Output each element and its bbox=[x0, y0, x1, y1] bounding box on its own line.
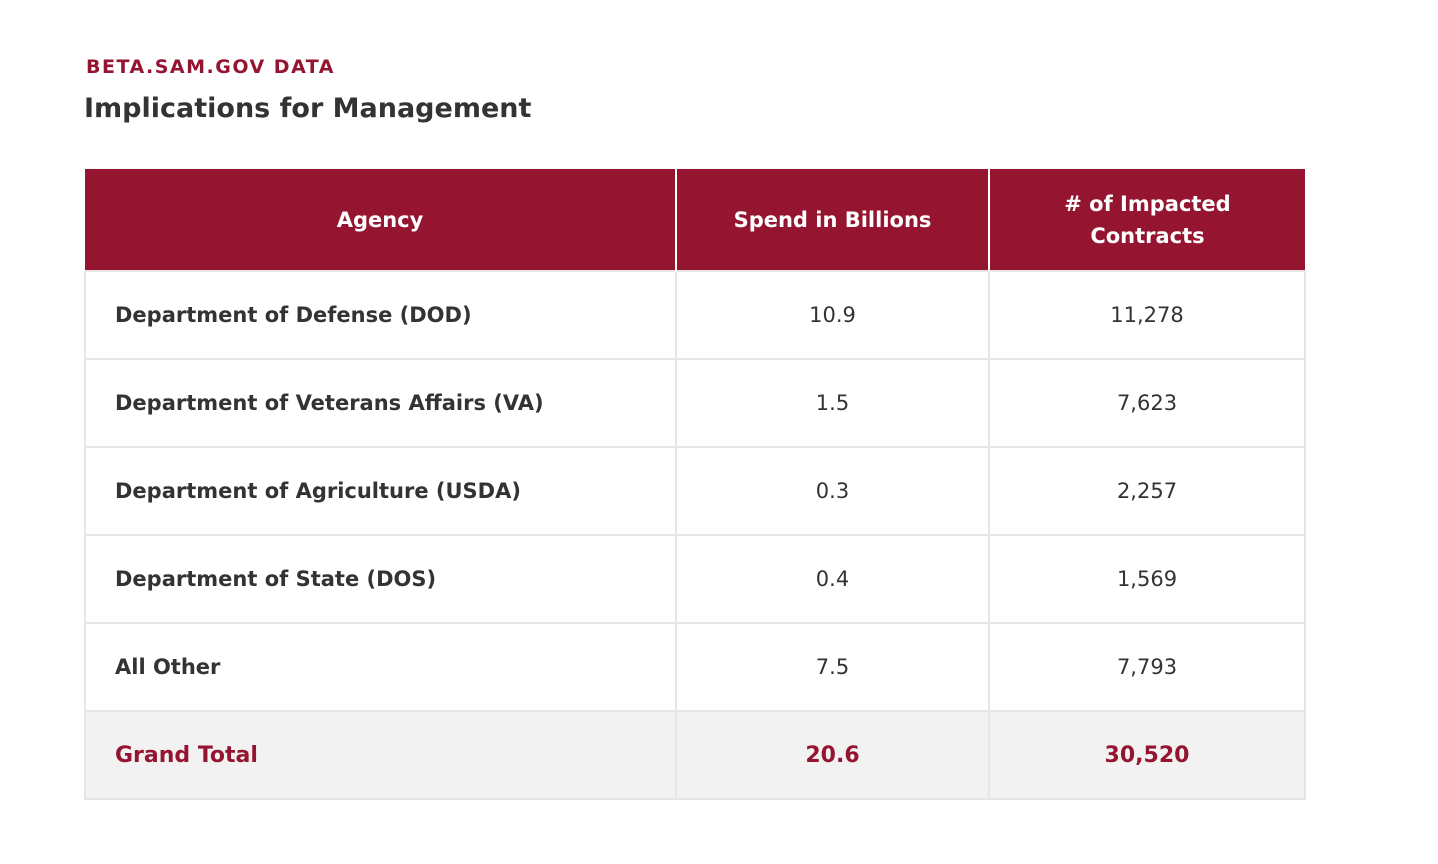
page-title: Implications for Management bbox=[84, 93, 532, 124]
grand-total-row: Grand Total 20.6 30,520 bbox=[84, 710, 1306, 800]
spend-cell: 10.9 bbox=[675, 270, 990, 360]
agency-spend-table: Agency Spend in Billions # of Impacted C… bbox=[84, 169, 1306, 800]
table-row: All Other 7.5 7,793 bbox=[84, 622, 1306, 712]
eyebrow-label: BETA.SAM.GOV DATA bbox=[86, 56, 335, 78]
spend-cell: 7.5 bbox=[675, 622, 990, 712]
table-row: Department of Agriculture (USDA) 0.3 2,2… bbox=[84, 446, 1306, 536]
contracts-cell: 7,623 bbox=[988, 358, 1306, 448]
contracts-cell: 2,257 bbox=[988, 446, 1306, 536]
grand-total-contracts: 30,520 bbox=[988, 710, 1306, 800]
header-agency: Agency bbox=[85, 169, 677, 271]
table-header-row: Agency Spend in Billions # of Impacted C… bbox=[85, 169, 1305, 271]
spend-cell: 0.4 bbox=[675, 534, 990, 624]
header-spend: Spend in Billions bbox=[676, 169, 990, 271]
header-contracts: # of Impacted Contracts bbox=[989, 169, 1305, 271]
table-row: Department of Defense (DOD) 10.9 11,278 bbox=[84, 270, 1306, 360]
contracts-cell: 11,278 bbox=[988, 270, 1306, 360]
table-row: Department of Veterans Affairs (VA) 1.5 … bbox=[84, 358, 1306, 448]
agency-cell: Department of State (DOS) bbox=[84, 534, 677, 624]
agency-cell: Department of Defense (DOD) bbox=[84, 270, 677, 360]
grand-total-spend: 20.6 bbox=[675, 710, 990, 800]
contracts-cell: 1,569 bbox=[988, 534, 1306, 624]
spend-cell: 1.5 bbox=[675, 358, 990, 448]
agency-cell: Department of Agriculture (USDA) bbox=[84, 446, 677, 536]
spend-cell: 0.3 bbox=[675, 446, 990, 536]
contracts-cell: 7,793 bbox=[988, 622, 1306, 712]
table-row: Department of State (DOS) 0.4 1,569 bbox=[84, 534, 1306, 624]
grand-total-label: Grand Total bbox=[84, 710, 677, 800]
agency-cell: Department of Veterans Affairs (VA) bbox=[84, 358, 677, 448]
agency-cell: All Other bbox=[84, 622, 677, 712]
